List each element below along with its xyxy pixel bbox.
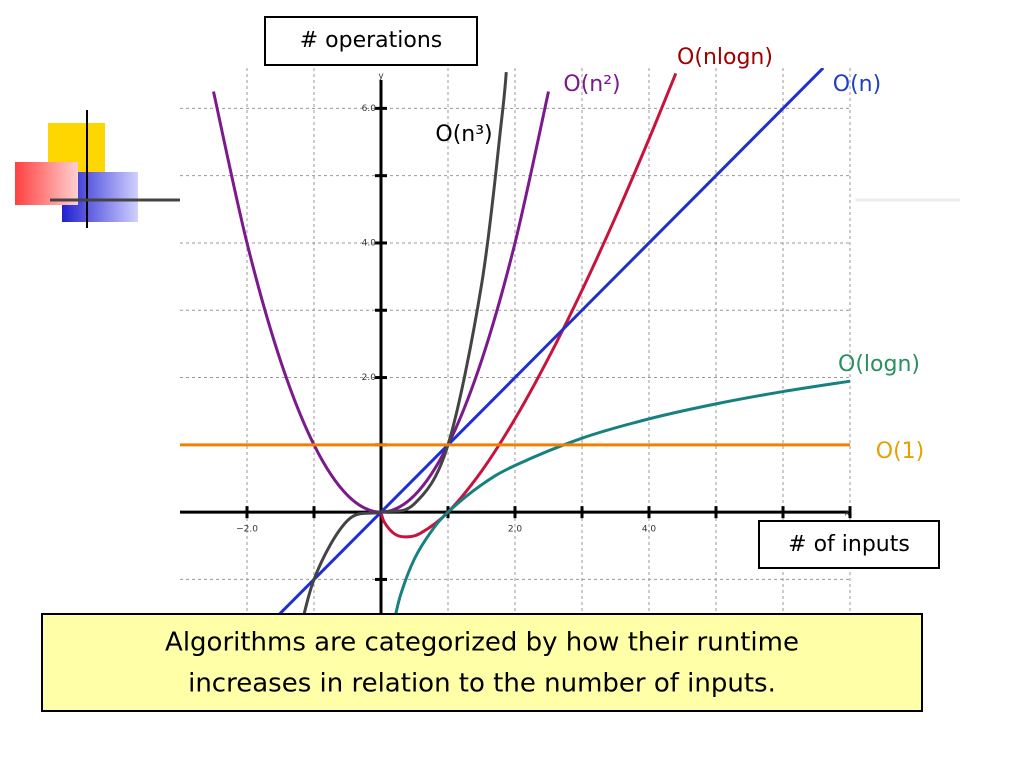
series-label: O(n) [833,72,881,97]
series-line [389,379,851,640]
y-axis-letter: y [378,72,384,82]
series-line [296,71,508,640]
curves [180,68,851,640]
x-tick-label: 2.0 [508,525,523,535]
decoration [15,110,960,228]
ylabel-box: # operations [264,16,478,66]
y-tick-label: 4.0 [362,238,377,248]
caption-line: Algorithms are categorized by how their … [165,628,799,658]
x-tick-label: 4.0 [642,525,657,535]
caption-box: Algorithms are categorized by how their … [41,613,923,712]
y-tick-label: 2.0 [362,373,377,383]
series-label: O(logn) [838,352,920,377]
y-axis-label: # operations [300,28,443,53]
x-axis-letter: x [844,509,850,519]
y-tick-label: 6.0 [362,104,377,114]
caption-line: increases in relation to the number of i… [188,669,776,699]
series-label: O(n³) [435,122,492,147]
series-label: O(1) [876,439,924,464]
series-label: O(n²) [563,72,620,97]
x-tick-label: −2.0 [236,525,258,535]
xlabel-box: # of inputs [758,520,940,569]
series-line [252,68,825,640]
series-label: O(nlogn) [677,45,773,70]
series-line [379,72,678,539]
x-axis-label: # of inputs [788,532,910,557]
chart: −2.0 2.0 4.0 2.0 4.0 6.0 y x O(nlogn) O(n²) O(n) O(… [180,45,924,640]
